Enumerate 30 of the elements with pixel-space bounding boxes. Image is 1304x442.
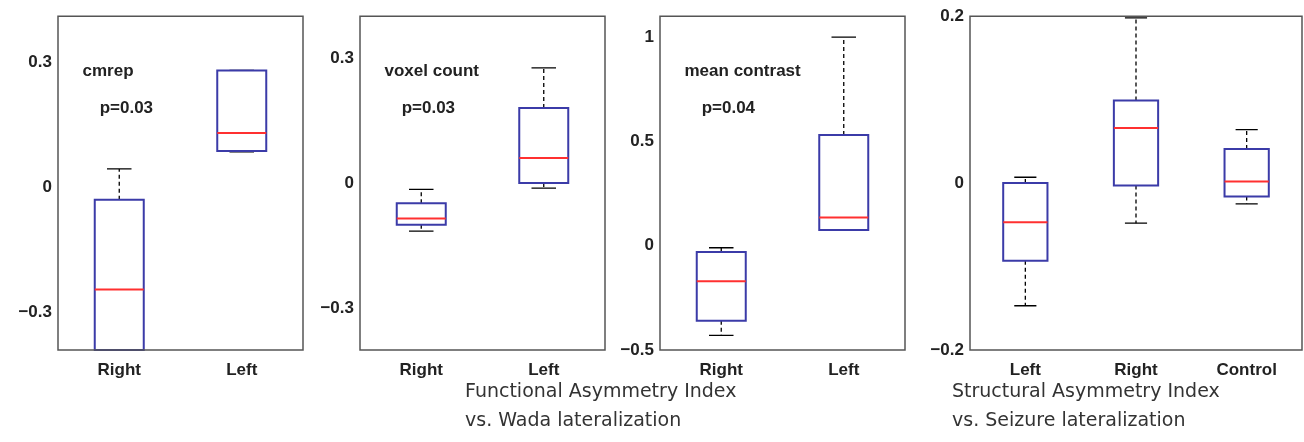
x-tick-label: Left	[226, 359, 258, 379]
annotation: p=0.03	[99, 97, 154, 117]
y-tick-label: 0	[954, 172, 964, 192]
x-tick-label: Right	[699, 359, 744, 379]
x-tick-label: Right	[1114, 359, 1159, 379]
y-tick-label: 0	[644, 235, 654, 255]
x-tick-label: Left	[528, 359, 560, 379]
x-tick-label: Right	[97, 359, 142, 379]
y-tick-label: −0.2	[930, 339, 964, 359]
annotation: p=0.03	[401, 97, 456, 117]
annotation: mean contrast	[684, 60, 802, 80]
y-tick-label: 0.5	[630, 131, 654, 151]
annotation: cmrep	[82, 60, 134, 80]
annotation: p=0.04	[701, 97, 756, 117]
x-tick-label: Left	[1009, 359, 1042, 379]
x-axis-title: Functional Asymmetry Index vs. Wada lateralization	[465, 379, 737, 430]
y-tick-label: −0.3	[18, 302, 52, 322]
x-tick-label: Right	[399, 359, 444, 379]
y-tick-label: 1	[644, 26, 654, 46]
y-tick-label: −0.5	[620, 339, 654, 359]
x-tick-label: Control	[1216, 359, 1277, 379]
x-tick-label: Left	[828, 359, 860, 379]
y-tick-label: 0	[344, 172, 354, 192]
y-tick-label: 0	[42, 176, 52, 196]
y-tick-label: 0.3	[330, 47, 354, 67]
y-tick-label: 0.3	[28, 51, 52, 71]
y-tick-label: 0.2	[940, 5, 964, 25]
annotation: voxel count	[384, 60, 480, 80]
y-tick-label: −0.3	[320, 297, 354, 317]
x-axis-title: Structural Asymmetry Index vs. Seizure lateralization	[952, 379, 1220, 430]
